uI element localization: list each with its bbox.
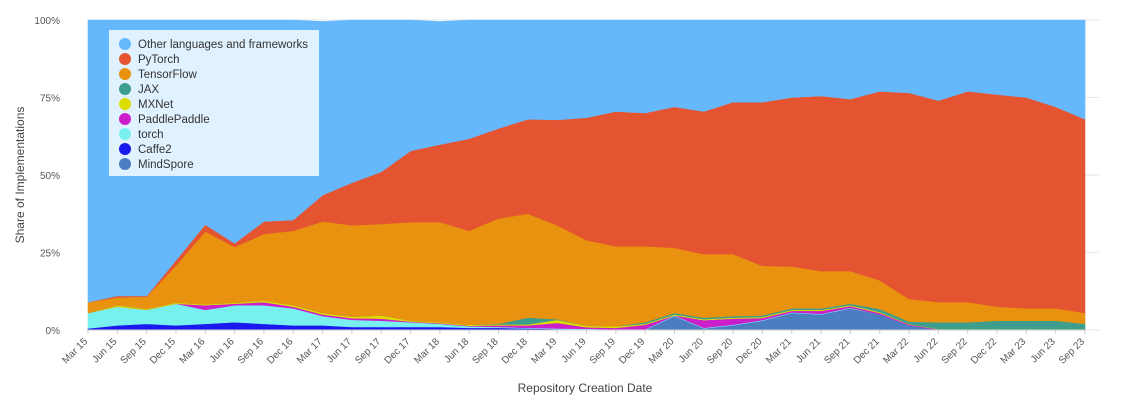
legend-label: torch [138, 129, 164, 141]
x-tick-label: Jun 15 [90, 336, 119, 365]
legend-item-caffe2[interactable]: Caffe2 [119, 143, 172, 156]
legend: Other languages and frameworks PyTorch Ten… [109, 30, 319, 176]
legend-marker [119, 53, 131, 65]
legend-label: JAX [138, 84, 159, 96]
x-tick-label: Dec 20 [734, 336, 764, 366]
y-tick-label: 100% [34, 16, 60, 27]
legend-marker [119, 38, 131, 50]
x-tick-label: Dec 17 [382, 336, 412, 366]
x-tick-label: Mar 23 [999, 336, 1029, 366]
x-tick-label: Sep 16 [236, 336, 266, 366]
legend-marker [119, 158, 131, 170]
y-tick-label: 50% [40, 171, 60, 182]
legend-label: PyTorch [138, 54, 180, 66]
legend-item-jax[interactable]: JAX [119, 83, 159, 96]
legend-label: MXNet [138, 99, 174, 111]
y-axis-title: Share of Implementations [13, 107, 27, 244]
x-tick-label: Sep 20 [705, 336, 735, 366]
legend-marker [119, 113, 131, 125]
x-tick-label: Dec 21 [852, 336, 882, 366]
x-tick-label: Dec 22 [969, 336, 999, 366]
y-tick-label: 0% [46, 326, 61, 337]
x-tick-label: Jun 16 [208, 336, 237, 365]
legend-marker [119, 143, 131, 155]
legend-label: Caffe2 [138, 144, 172, 156]
legend-item-pytorch[interactable]: PyTorch [119, 53, 180, 66]
x-tick-label: Jun 17 [325, 336, 354, 365]
x-tick-label: Mar 15 [60, 336, 90, 366]
legend-marker [119, 128, 131, 140]
x-tick-label: Dec 19 [617, 336, 647, 366]
legend-box [109, 30, 319, 176]
x-tick-label: Jun 18 [442, 336, 471, 365]
y-tick-label: 75% [40, 94, 60, 105]
legend-item-tensorflow[interactable]: TensorFlow [119, 68, 197, 81]
x-tick-label: Jun 21 [794, 336, 823, 365]
x-tick-label: Mar 17 [295, 336, 325, 366]
x-tick-label: Sep 18 [470, 336, 500, 366]
x-tick-label: Dec 16 [265, 336, 295, 366]
legend-item-other-languages-and-frameworks[interactable]: Other languages and frameworks [119, 38, 308, 51]
legend-item-torch[interactable]: torch [119, 128, 164, 141]
x-tick-label: Jun 20 [677, 336, 706, 365]
x-tick-label: Dec 15 [148, 336, 178, 366]
x-tick-label: Sep 23 [1057, 336, 1087, 366]
x-tick-label: Sep 22 [940, 336, 970, 366]
y-axis: 0% 25% 50% 75% 100% [34, 16, 60, 337]
x-tick-label: Mar 18 [412, 336, 442, 366]
x-tick-label: Jun 23 [1029, 336, 1058, 365]
legend-label: Other languages and frameworks [138, 39, 308, 51]
x-tick-label: Mar 16 [178, 336, 208, 366]
legend-item-mindspore[interactable]: MindSpore [119, 158, 194, 171]
y-tick-label: 25% [40, 249, 60, 260]
x-tick-label: Mar 22 [881, 336, 911, 366]
legend-item-paddlepaddle[interactable]: PaddlePaddle [119, 113, 210, 126]
x-tick-label: Mar 20 [647, 336, 677, 366]
legend-label: TensorFlow [138, 69, 197, 81]
legend-marker [119, 68, 131, 80]
x-axis-title: Repository Creation Date [518, 381, 653, 395]
x-axis: Mar 15 Jun 15 Sep 15 Dec 15 Mar 16 Jun 16 Sep … [60, 329, 1087, 367]
x-tick-label: Jun 19 [560, 336, 589, 365]
x-tick-label: Sep 21 [822, 336, 852, 366]
x-tick-label: Mar 21 [764, 336, 794, 366]
legend-item-mxnet[interactable]: MXNet [119, 98, 174, 111]
legend-marker [119, 98, 131, 110]
area-series [87, 19, 1086, 331]
x-tick-label: Jun 22 [911, 336, 940, 365]
area-other-languages-and-frameworks[interactable] [87, 19, 1086, 303]
x-tick-label: Sep 17 [353, 336, 383, 366]
x-tick-label: Dec 18 [500, 336, 530, 366]
x-tick-label: Sep 19 [588, 336, 618, 366]
x-tick-label: Sep 15 [119, 336, 149, 366]
legend-label: PaddlePaddle [138, 114, 210, 126]
legend-marker [119, 83, 131, 95]
legend-label: MindSpore [138, 159, 194, 171]
x-tick-label: Mar 19 [530, 336, 560, 366]
